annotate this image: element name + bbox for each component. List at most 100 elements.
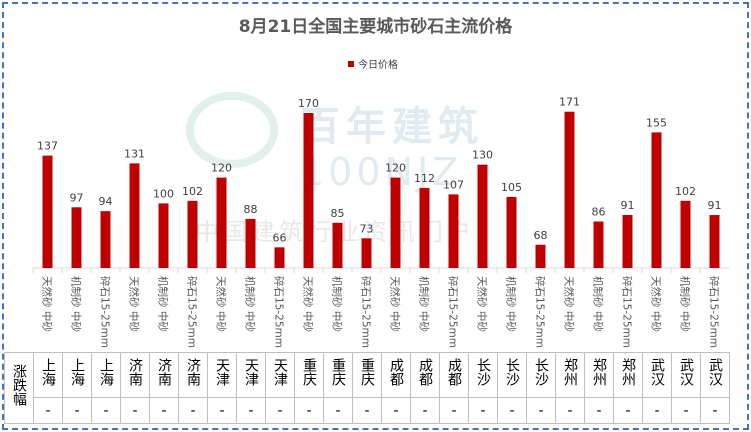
category-label: 机制砂 中砂 xyxy=(418,276,431,332)
data-label: 171 xyxy=(559,96,580,109)
data-label: 86 xyxy=(592,206,606,219)
city-name: 上海 xyxy=(69,358,85,386)
bar xyxy=(361,238,372,268)
category-label: 碎石15-25mm xyxy=(534,276,547,348)
change-cell: - xyxy=(33,397,63,424)
change-cell: - xyxy=(700,397,730,424)
data-label: 85 xyxy=(331,207,345,220)
category-label: 机制砂 中砂 xyxy=(331,276,344,332)
bar xyxy=(419,187,430,268)
category-label: 碎石15-25mm xyxy=(360,276,373,348)
data-label: 120 xyxy=(385,162,406,175)
row-header-text: 涨跌幅 xyxy=(11,363,27,406)
row-header: 涨跌幅 xyxy=(4,352,34,424)
data-label: 170 xyxy=(298,97,319,110)
bar xyxy=(187,200,198,268)
city-cell: 上海 xyxy=(33,352,63,398)
city-cell: 重庆 xyxy=(352,352,382,398)
category-label: 机制砂 中砂 xyxy=(592,276,605,332)
city-cell: 长沙 xyxy=(468,352,498,398)
bar xyxy=(332,222,343,268)
bar xyxy=(129,163,140,268)
change-cell: - xyxy=(62,397,92,424)
city-cell: 济南 xyxy=(149,352,179,398)
bar xyxy=(564,111,575,268)
bar xyxy=(274,247,285,268)
city-name: 重庆 xyxy=(301,358,317,386)
city-name: 武汉 xyxy=(678,358,694,386)
category-label: 碎石15-25mm xyxy=(273,276,286,348)
data-label: 94 xyxy=(99,195,113,208)
change-cell: - xyxy=(120,397,150,424)
city-cell: 成都 xyxy=(410,352,440,398)
data-label: 137 xyxy=(37,140,58,153)
city-cell: 武汉 xyxy=(671,352,701,398)
city-name: 重庆 xyxy=(330,358,346,386)
change-cell: - xyxy=(178,397,208,424)
category-label: 天然砂 中砂 xyxy=(476,276,489,332)
city-cell: 武汉 xyxy=(642,352,672,398)
category-label: 天然砂 中砂 xyxy=(41,276,54,332)
change-cell: - xyxy=(584,397,614,424)
city-name: 济南 xyxy=(127,358,143,386)
city-cell: 济南 xyxy=(178,352,208,398)
city-name: 上海 xyxy=(40,358,56,386)
legend: 今日价格 xyxy=(348,56,398,71)
city-name: 武汉 xyxy=(649,358,665,386)
bar xyxy=(680,200,691,268)
change-cell: - xyxy=(439,397,469,424)
data-label: 73 xyxy=(360,222,374,235)
bar xyxy=(622,215,633,268)
change-cell: - xyxy=(323,397,353,424)
chart-title: 8月21日全国主要城市砂石主流价格 xyxy=(238,17,513,37)
city-cell: 上海 xyxy=(62,352,92,398)
change-cell: - xyxy=(207,397,237,424)
data-label: 102 xyxy=(675,185,696,198)
city-cell: 济南 xyxy=(120,352,150,398)
city-cell: 天津 xyxy=(236,352,266,398)
city-name: 长沙 xyxy=(533,358,549,386)
bar xyxy=(448,194,459,268)
bar xyxy=(593,221,604,268)
data-label: 91 xyxy=(708,199,722,212)
city-name: 郑州 xyxy=(562,358,578,386)
change-cell: - xyxy=(613,397,643,424)
city-cell: 郑州 xyxy=(584,352,614,398)
city-name: 成都 xyxy=(388,358,404,386)
category-label: 天然砂 中砂 xyxy=(389,276,402,332)
data-label: 66 xyxy=(273,231,287,244)
change-cell: - xyxy=(91,397,121,424)
change-cell: - xyxy=(265,397,295,424)
category-label: 天然砂 中砂 xyxy=(128,276,141,332)
change-cell: - xyxy=(236,397,266,424)
bar xyxy=(71,207,82,268)
city-cell: 郑州 xyxy=(613,352,643,398)
bar xyxy=(42,155,53,268)
data-label: 155 xyxy=(646,116,667,129)
city-cell: 重庆 xyxy=(323,352,353,398)
city-cell: 成都 xyxy=(381,352,411,398)
change-cell: - xyxy=(526,397,556,424)
category-label: 天然砂 中砂 xyxy=(563,276,576,332)
city-name: 上海 xyxy=(98,358,114,386)
category-label: 天然砂 中砂 xyxy=(215,276,228,332)
legend-label: 今日价格 xyxy=(358,60,398,71)
city-cell: 武汉 xyxy=(700,352,730,398)
category-label: 机制砂 中砂 xyxy=(157,276,170,332)
city-name: 成都 xyxy=(417,358,433,386)
bar xyxy=(245,218,256,268)
data-label: 131 xyxy=(124,147,145,160)
city-name: 济南 xyxy=(156,358,172,386)
change-cell: - xyxy=(149,397,179,424)
city-name: 武汉 xyxy=(707,358,723,386)
category-label: 天然砂 中砂 xyxy=(302,276,315,332)
bar xyxy=(506,196,517,268)
data-label: 88 xyxy=(244,203,258,216)
bar xyxy=(477,164,488,268)
city-name: 成都 xyxy=(446,358,462,386)
change-cell: - xyxy=(468,397,498,424)
change-cell: - xyxy=(671,397,701,424)
change-cell: - xyxy=(497,397,527,424)
category-label: 机制砂 中砂 xyxy=(70,276,83,332)
